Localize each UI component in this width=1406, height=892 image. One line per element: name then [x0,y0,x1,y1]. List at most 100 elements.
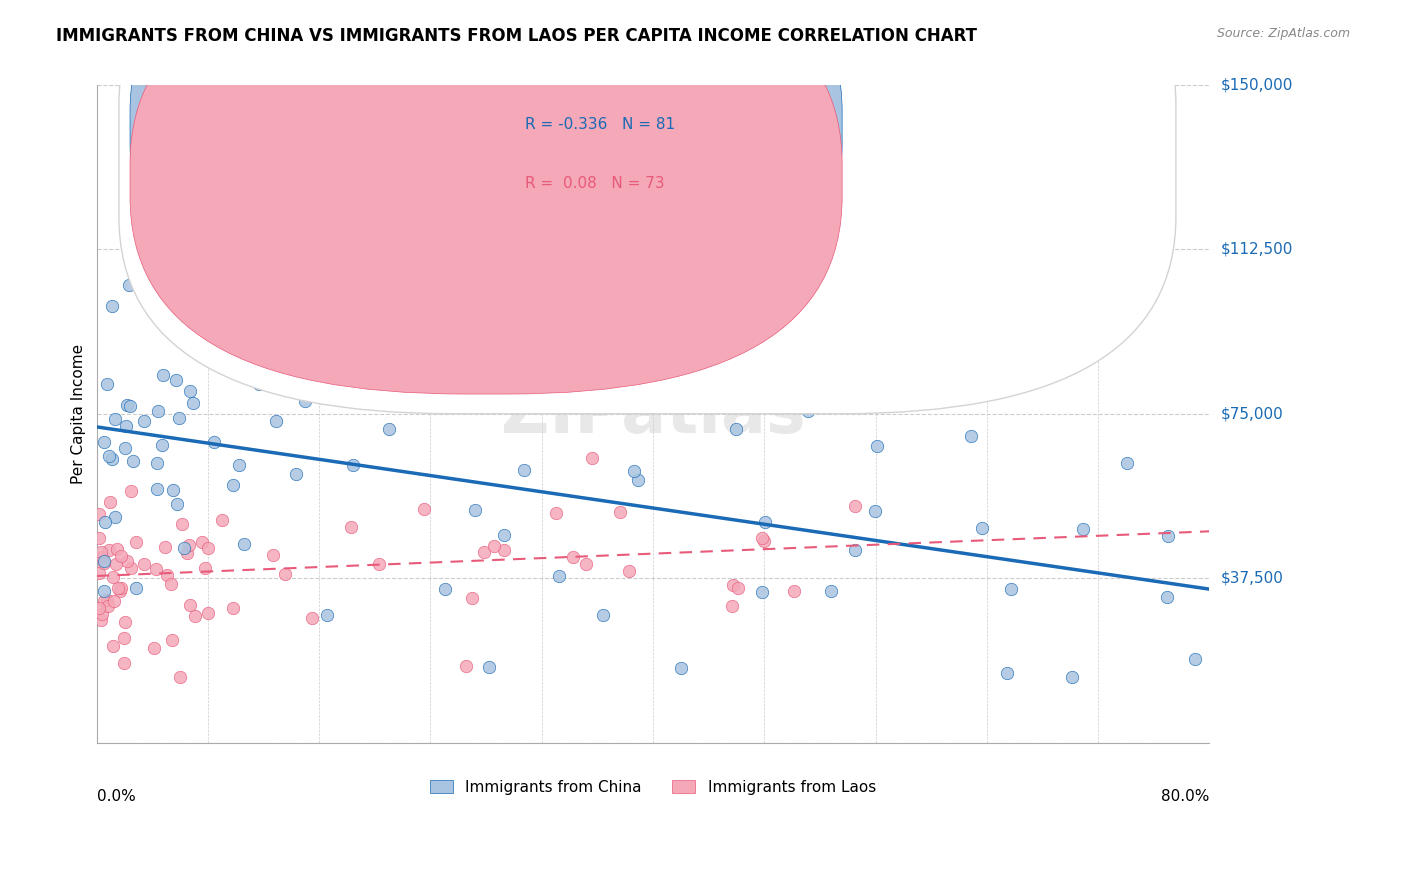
Immigrants from Laos [754,533,776,548]
Immigrants from Laos [172,517,194,532]
Immigrants from China [121,454,143,468]
Immigrants from China [145,456,167,470]
Immigrants from Laos [110,549,132,563]
Text: $75,000: $75,000 [1220,406,1284,421]
Y-axis label: Per Capita Income: Per Capita Income [72,343,86,483]
Immigrants from Laos [461,591,484,605]
Immigrants from China [247,376,270,391]
Text: Source: ZipAtlas.com: Source: ZipAtlas.com [1216,27,1350,40]
Immigrants from China [844,543,866,558]
Immigrants from Laos [98,495,121,509]
Immigrants from China [1000,582,1022,596]
Text: R =  0.08   N = 73: R = 0.08 N = 73 [524,176,665,191]
Immigrants from Laos [89,532,111,546]
Immigrants from China [93,516,115,530]
Immigrants from China [165,373,187,387]
Immigrants from Laos [454,659,477,673]
Immigrants from Laos [222,600,245,615]
Immigrants from China [308,284,330,298]
Immigrants from China [960,429,983,443]
Immigrants from Laos [91,607,114,621]
Immigrants from China [166,497,188,511]
Immigrants from China [266,414,288,428]
Immigrants from Laos [721,578,744,592]
Immigrants from China [378,422,401,436]
Immigrants from Laos [160,633,183,648]
Immigrants from China [134,247,156,261]
Immigrants from China [285,467,308,482]
Immigrants from China [152,368,174,383]
Immigrants from China [101,452,124,467]
Immigrants from Laos [114,657,136,671]
Immigrants from China [623,464,645,478]
Immigrants from China [173,541,195,556]
FancyBboxPatch shape [120,0,1175,414]
Immigrants from Laos [544,506,567,520]
Immigrants from Laos [575,557,598,571]
Text: $37,500: $37,500 [1220,571,1284,586]
Immigrants from China [228,458,250,472]
Immigrants from Laos [103,570,125,584]
Immigrants from China [464,502,486,516]
Immigrants from China [294,394,316,409]
Immigrants from China [222,478,245,492]
Immigrants from China [492,527,515,541]
Immigrants from Laos [184,609,207,624]
Immigrants from China [1071,522,1094,536]
Immigrants from Laos [89,507,111,521]
Immigrants from Laos [727,581,749,595]
Immigrants from Laos [93,557,115,571]
Immigrants from China [346,371,368,385]
Immigrants from Laos [89,600,111,615]
Immigrants from Laos [112,631,135,645]
FancyBboxPatch shape [129,0,842,394]
Immigrants from Laos [482,539,505,553]
Immigrants from China [190,293,212,308]
Immigrants from China [100,299,122,313]
Immigrants from China [322,301,344,316]
Immigrants from China [118,399,141,413]
Immigrants from Laos [412,502,434,516]
Immigrants from Laos [98,542,121,557]
Immigrants from China [614,161,637,176]
Immigrants from China [820,584,842,599]
Immigrants from Laos [155,540,177,554]
Immigrants from China [148,404,170,418]
Immigrants from Laos [160,577,183,591]
Immigrants from Laos [783,583,806,598]
Immigrants from China [225,211,247,225]
Immigrants from Laos [115,554,138,568]
Immigrants from China [202,434,225,449]
Text: $112,500: $112,500 [1220,242,1292,257]
Immigrants from Laos [93,594,115,608]
Immigrants from Laos [108,583,131,598]
Immigrants from Laos [211,513,233,527]
Legend: Immigrants from China, Immigrants from Laos: Immigrants from China, Immigrants from L… [425,773,882,801]
FancyBboxPatch shape [129,0,842,342]
Immigrants from China [115,419,138,434]
Immigrants from China [754,515,776,529]
Immigrants from China [114,441,136,455]
Immigrants from Laos [176,546,198,560]
Immigrants from Laos [120,484,142,499]
Immigrants from China [592,608,614,623]
Immigrants from Laos [107,581,129,595]
Text: R = -0.336   N = 81: R = -0.336 N = 81 [524,117,675,132]
Immigrants from Laos [262,549,284,563]
Immigrants from China [205,207,228,221]
Immigrants from Laos [844,500,866,514]
Immigrants from China [167,411,190,425]
Immigrants from China [93,584,115,599]
Immigrants from Laos [90,613,112,627]
Immigrants from China [751,584,773,599]
Immigrants from Laos [96,593,118,607]
Immigrants from China [93,554,115,568]
Immigrants from Laos [143,641,166,656]
Immigrants from Laos [90,545,112,559]
Immigrants from China [342,458,364,472]
Immigrants from Laos [114,615,136,629]
Immigrants from Laos [472,545,495,559]
Immigrants from Laos [561,549,583,564]
Immigrants from China [115,398,138,412]
Immigrants from Laos [91,549,114,564]
